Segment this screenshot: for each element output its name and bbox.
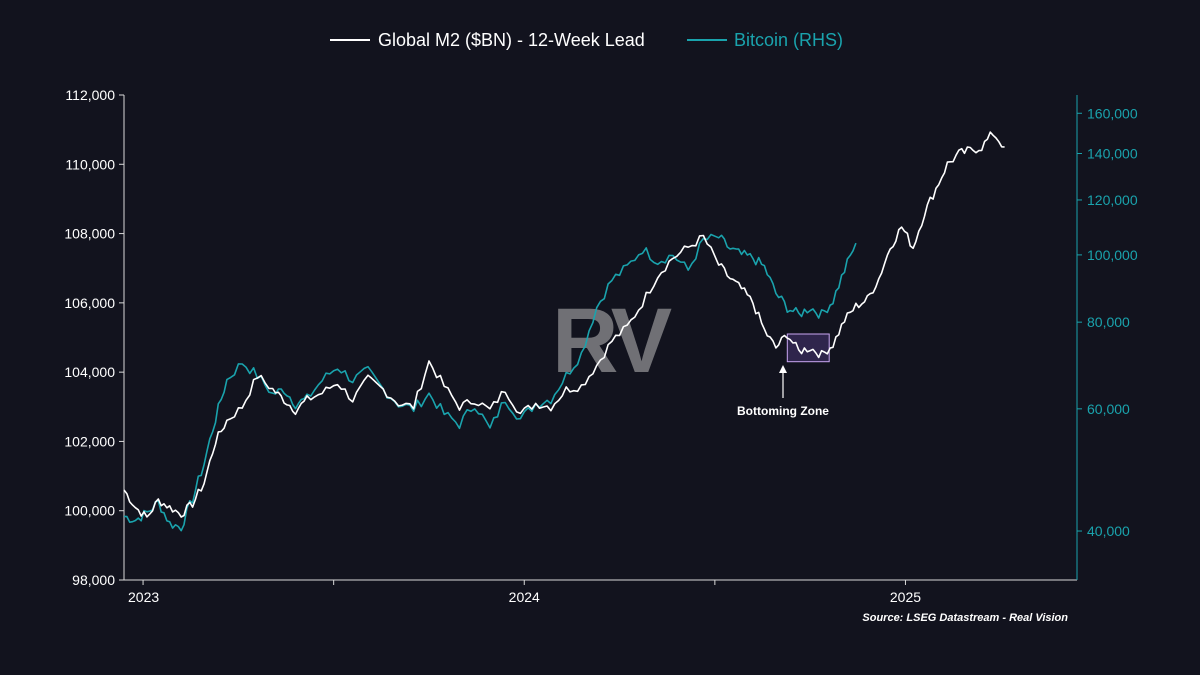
bottoming-zone-box — [786, 333, 830, 363]
legend: Global M2 ($BN) - 12-Week Lead Bitcoin (… — [330, 30, 843, 50]
left-tick-label: 112,000 — [65, 87, 115, 103]
right-tick-label: 40,000 — [1087, 523, 1130, 539]
bottoming-zone-label: Bottoming Zone — [737, 404, 829, 418]
left-tick-label: 110,000 — [65, 156, 115, 172]
left-tick-label: 98,000 — [72, 572, 115, 588]
left-tick-label: 104,000 — [64, 364, 115, 380]
x-tick-label: 2024 — [509, 589, 540, 605]
right-tick-label: 120,000 — [1087, 192, 1138, 208]
left-axis-ticks: 98,000 100,000 102,000 104,000 106,000 108,00… — [64, 87, 124, 588]
x-axis-ticks: 2023 2024 2025 — [128, 580, 921, 605]
series-line-global-m2 — [123, 131, 1005, 518]
bottoming-zone-arrow — [779, 365, 787, 398]
legend-label-btc: Bitcoin (RHS) — [734, 30, 843, 50]
right-axis-ticks: 40,000 60,000 80,000 100,000 120,000 140,000 1… — [1077, 105, 1138, 539]
left-tick-label: 108,000 — [64, 226, 115, 242]
right-tick-label: 60,000 — [1087, 401, 1130, 417]
watermark-logo: RV — [552, 290, 672, 392]
right-tick-label: 100,000 — [1087, 247, 1138, 263]
left-tick-label: 106,000 — [64, 295, 115, 311]
left-tick-label: 102,000 — [64, 433, 115, 449]
legend-label-m2: Global M2 ($BN) - 12-Week Lead — [378, 30, 645, 50]
source-note: Source: LSEG Datastream - Real Vision — [862, 612, 1068, 624]
left-tick-label: 100,000 — [64, 503, 115, 519]
series-line-bitcoin — [123, 233, 857, 532]
x-tick-label: 2025 — [890, 589, 921, 605]
right-tick-label: 160,000 — [1087, 105, 1138, 121]
right-tick-label: 80,000 — [1087, 314, 1130, 330]
right-tick-label: 140,000 — [1087, 146, 1138, 162]
x-tick-label: 2023 — [128, 589, 159, 605]
